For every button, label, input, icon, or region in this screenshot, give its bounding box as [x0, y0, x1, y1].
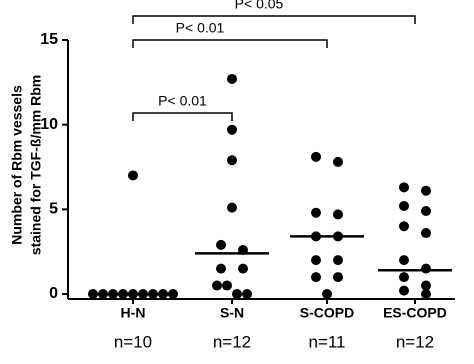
data-point — [399, 200, 409, 211]
data-point — [421, 263, 431, 274]
data-point — [227, 124, 237, 135]
data-point — [238, 263, 248, 274]
data-point — [421, 280, 431, 291]
data-point — [421, 206, 431, 217]
data-point — [227, 73, 237, 84]
x-tick-label: ES-COPD — [383, 305, 447, 321]
data-point — [399, 272, 409, 283]
data-point — [216, 239, 226, 250]
y-axis-label: Number of Rbm vessels — [9, 85, 25, 245]
count-label: n=11 — [308, 332, 345, 351]
y-tick-label: 0 — [49, 285, 58, 302]
data-point — [222, 280, 232, 291]
data-point — [216, 263, 226, 274]
data-point — [399, 221, 409, 232]
y-axis-label: stained for TGF-ß/mm Rbm — [28, 75, 44, 255]
y-tick-label: 5 — [49, 201, 58, 218]
data-point — [333, 255, 343, 266]
data-point — [311, 255, 321, 266]
data-point — [227, 202, 237, 213]
x-tick-label: H-N — [121, 305, 146, 321]
data-point — [333, 209, 343, 220]
annotation: P< 0.01 — [176, 20, 225, 36]
data-point — [311, 151, 321, 162]
data-point — [421, 228, 431, 239]
x-tick-label: S-COPD — [300, 305, 354, 321]
y-tick-label: 10 — [40, 116, 58, 133]
count-label: n=12 — [213, 332, 251, 351]
data-point — [227, 155, 237, 166]
data-point — [399, 255, 409, 266]
significance-bracket — [132, 112, 233, 121]
data-point — [333, 272, 343, 283]
data-point — [399, 285, 409, 296]
data-point — [311, 207, 321, 218]
x-tick-label: S-N — [220, 305, 244, 321]
data-point — [322, 289, 332, 299]
data-point — [212, 280, 222, 291]
annotation: P< 0.01 — [158, 93, 207, 109]
annotation: P< 0.05 — [235, 0, 284, 12]
data-point — [421, 185, 431, 196]
y-tick-label: 15 — [40, 31, 58, 48]
data-point — [128, 170, 138, 181]
data-point — [232, 289, 242, 299]
data-point — [421, 289, 431, 299]
significance-bracket — [132, 39, 328, 48]
data-point — [399, 182, 409, 193]
data-point — [311, 272, 321, 283]
data-point — [168, 289, 178, 299]
count-label: n=10 — [114, 332, 152, 351]
count-label: n=12 — [396, 332, 434, 351]
significance-bracket — [132, 15, 416, 24]
data-point — [88, 289, 98, 299]
data-point — [333, 156, 343, 167]
data-point — [242, 289, 252, 299]
